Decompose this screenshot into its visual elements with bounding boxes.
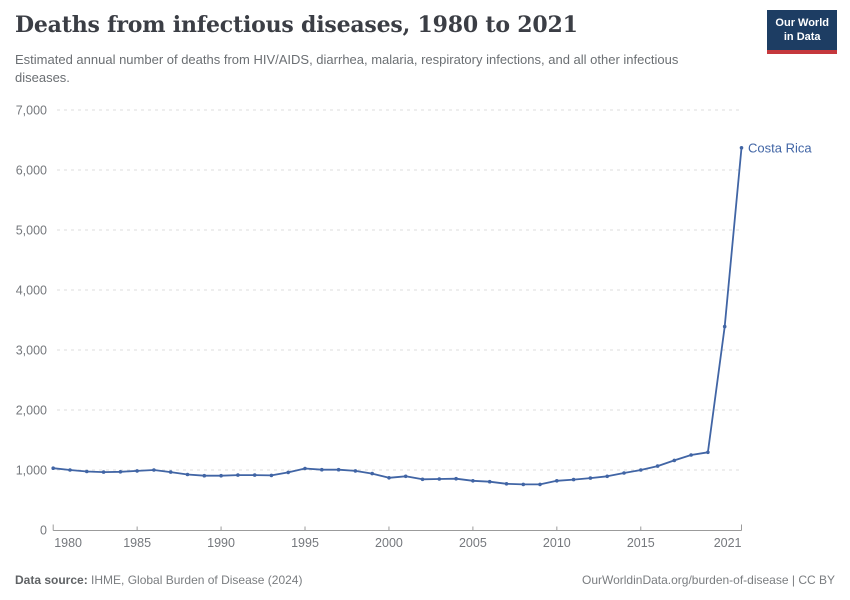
x-tick-label: 2010: [543, 536, 571, 550]
data-point[interactable]: [353, 469, 358, 473]
data-point[interactable]: [437, 477, 442, 481]
data-point[interactable]: [403, 474, 408, 479]
y-tick-label: 2,000: [16, 404, 47, 418]
data-point[interactable]: [269, 473, 274, 478]
data-point[interactable]: [672, 458, 677, 463]
data-point[interactable]: [538, 482, 542, 487]
data-point[interactable]: [655, 464, 660, 468]
data-point[interactable]: [303, 466, 307, 471]
entity-label: Costa Rica: [748, 140, 812, 155]
data-point[interactable]: [336, 467, 341, 472]
owid-logo-line1: Our World: [775, 17, 829, 29]
x-tick-label: 2015: [627, 536, 655, 550]
data-point[interactable]: [135, 469, 139, 473]
data-point[interactable]: [370, 471, 375, 476]
owid-logo[interactable]: Our World in Data: [767, 10, 837, 54]
credit-link[interactable]: OurWorldinData.org/burden-of-disease | C…: [581, 573, 835, 587]
owid-logo-line2: in Data: [783, 31, 821, 44]
data-point[interactable]: [152, 468, 156, 472]
data-source-value: IHME, Global Burden of Disease (2024): [87, 573, 303, 587]
data-point[interactable]: [454, 476, 458, 481]
data-point[interactable]: [85, 469, 89, 474]
data-point[interactable]: [118, 470, 123, 474]
data-point[interactable]: [68, 468, 72, 472]
data-point[interactable]: [185, 472, 190, 477]
data-point[interactable]: [286, 470, 291, 475]
data-point[interactable]: [471, 479, 475, 483]
y-tick-label: 6,000: [16, 164, 47, 178]
data-point[interactable]: [504, 482, 509, 486]
data-point[interactable]: [219, 473, 223, 478]
data-point[interactable]: [722, 324, 727, 329]
data-point[interactable]: [571, 477, 576, 482]
y-tick-label: 4,000: [16, 284, 47, 298]
x-tick-label: 1980: [54, 536, 82, 550]
data-point[interactable]: [588, 476, 593, 480]
x-tick-label: 1990: [207, 536, 235, 550]
data-source: Data source: IHME, Global Burden of Dise…: [15, 573, 302, 587]
data-point[interactable]: [689, 453, 693, 457]
data-point[interactable]: [739, 146, 744, 150]
x-tick-label: 1995: [291, 536, 319, 550]
y-tick-label: 1,000: [16, 464, 47, 478]
data-point[interactable]: [420, 477, 425, 482]
y-tick-label: 3,000: [16, 344, 47, 358]
data-series-line[interactable]: [53, 147, 743, 486]
data-point[interactable]: [387, 476, 391, 480]
data-point[interactable]: [521, 482, 526, 487]
data-point[interactable]: [487, 479, 492, 484]
chart-subtitle: Estimated annual number of deaths from H…: [15, 52, 679, 86]
x-tick-label: 1985: [123, 536, 151, 550]
data-point[interactable]: [101, 470, 106, 474]
data-source-label: Data source:: [15, 573, 88, 587]
data-point[interactable]: [202, 473, 207, 478]
data-point[interactable]: [236, 473, 240, 477]
x-tick-label: 2021: [714, 536, 742, 550]
x-tick-label: 2000: [375, 536, 403, 550]
y-tick-label: 0: [40, 524, 47, 538]
data-point[interactable]: [168, 470, 173, 474]
data-point[interactable]: [639, 468, 643, 472]
data-point[interactable]: [605, 474, 609, 479]
data-point[interactable]: [555, 479, 559, 483]
data-point[interactable]: [51, 466, 55, 471]
x-tick-label: 2005: [459, 536, 487, 550]
data-point[interactable]: [622, 471, 626, 475]
y-tick-label: 5,000: [16, 224, 47, 238]
data-point[interactable]: [320, 467, 324, 472]
y-tick-label: 7,000: [16, 104, 47, 118]
data-point[interactable]: [706, 450, 710, 455]
data-point[interactable]: [252, 473, 257, 477]
page-title: Deaths from infectious diseases, 1980 to…: [15, 12, 578, 38]
